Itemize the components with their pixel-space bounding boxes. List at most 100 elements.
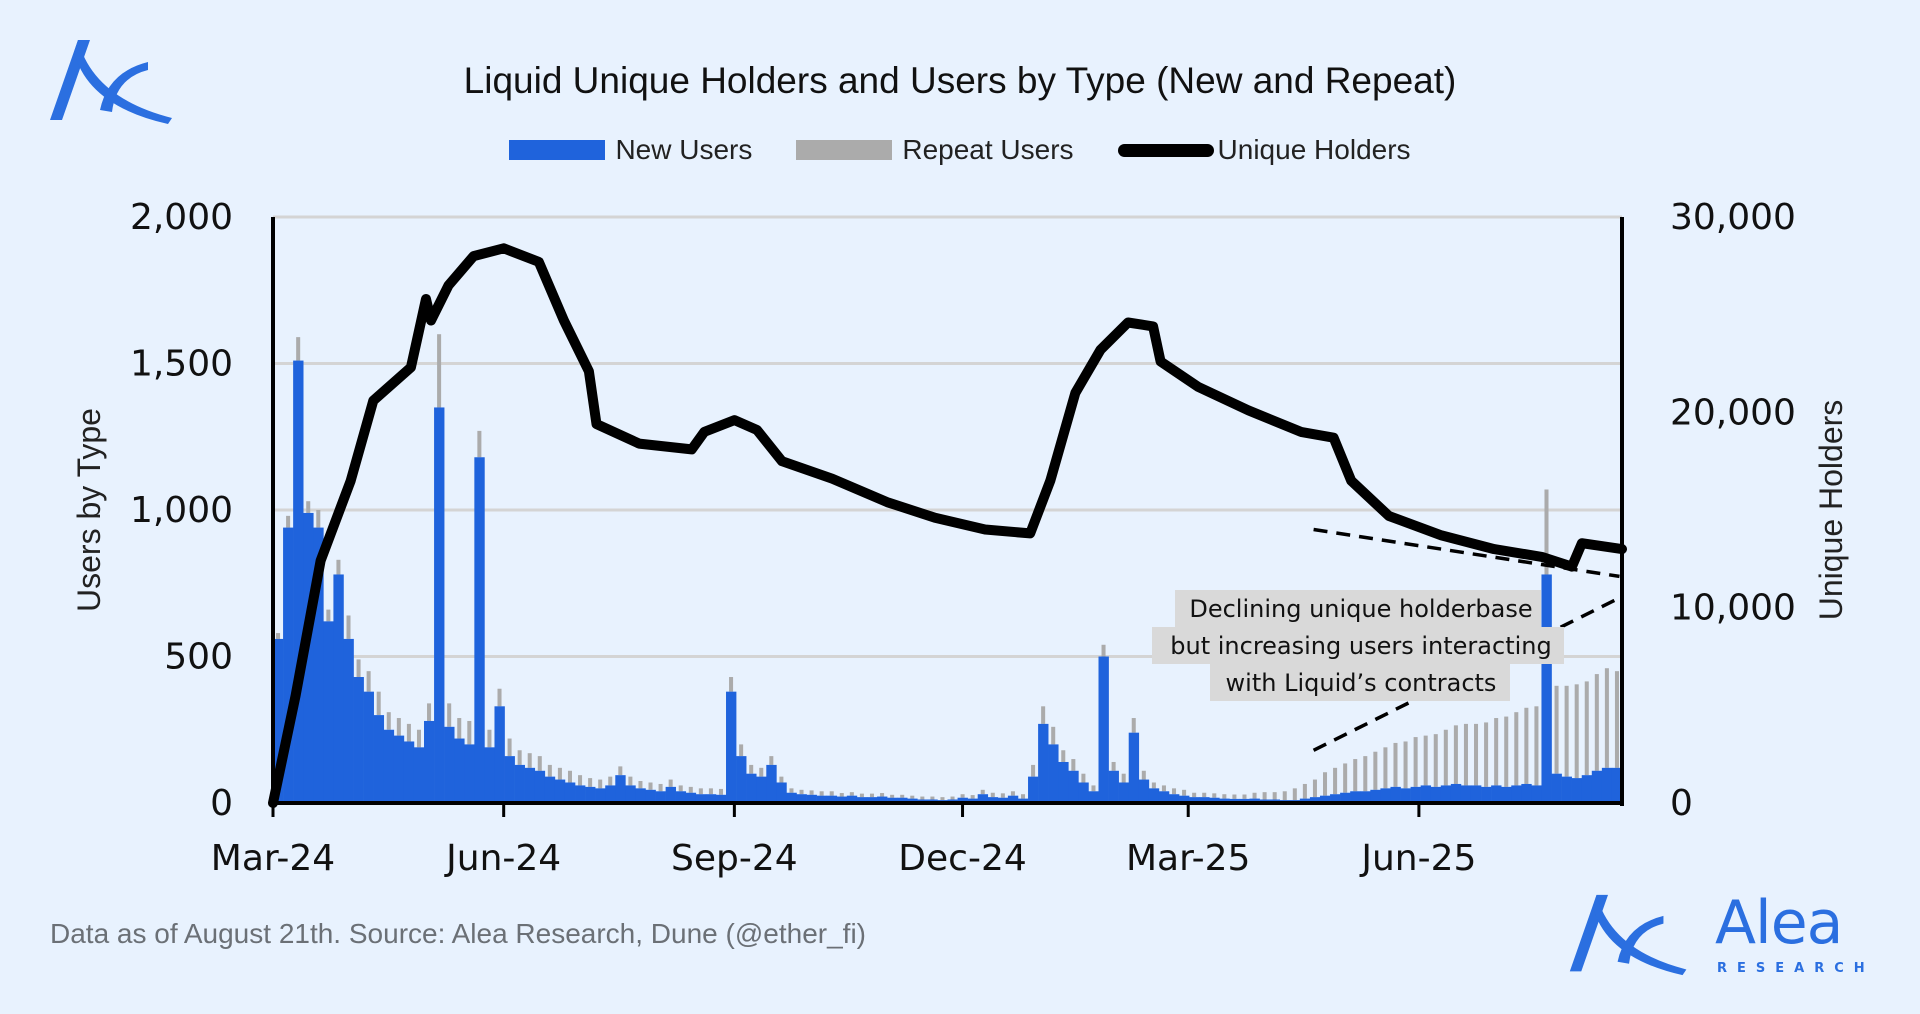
repeat-users-bar <box>1574 684 1579 779</box>
new-users-bar <box>373 715 385 803</box>
repeat-users-bar <box>567 770 572 783</box>
repeat-users-bar <box>588 778 593 787</box>
x-tick-label: Mar-24 <box>211 838 335 879</box>
new-users-bar <box>303 512 314 803</box>
new-users-bar <box>333 574 344 803</box>
repeat-users-bar <box>1031 764 1036 777</box>
repeat-users-bar <box>557 767 562 780</box>
new-users-bar <box>544 776 556 803</box>
x-tick-label: Sep-24 <box>671 838 798 879</box>
repeat-users-bar <box>1564 685 1569 777</box>
legend: New Users Repeat Users Unique Holders <box>0 134 1920 166</box>
new-users-bar <box>877 796 888 803</box>
source-footnote: Data as of August 21th. Source: Alea Res… <box>50 918 866 949</box>
new-users-bar <box>967 798 979 803</box>
repeat-users-bar <box>819 791 824 796</box>
new-users-bar <box>736 756 747 803</box>
axes <box>271 217 1624 817</box>
new-users-bar <box>1501 786 1512 803</box>
new-users-bar <box>897 797 908 803</box>
new-users-bar <box>1521 783 1532 803</box>
repeat-users-bar <box>1463 723 1468 786</box>
new-users-bar <box>665 786 676 803</box>
repeat-users-bar <box>799 789 804 795</box>
new-users-bar <box>1430 786 1442 803</box>
new-users-bar <box>514 764 525 803</box>
new-users-bar <box>393 735 405 803</box>
y-right-tick-label: 0 <box>1670 783 1693 824</box>
new-users-bar <box>1541 574 1552 803</box>
new-users-bar <box>887 797 898 803</box>
y-right-tick-label: 30,000 <box>1670 197 1796 238</box>
new-users-bar <box>1420 785 1432 803</box>
repeat-users-bar <box>487 729 492 748</box>
repeat-users-bar <box>1453 725 1458 784</box>
new-users-bar <box>695 794 707 803</box>
legend-label: New Users <box>615 134 753 165</box>
repeat-users-bar <box>286 515 291 528</box>
new-users-bar <box>403 741 415 803</box>
repeat-users-bar <box>1141 770 1146 780</box>
repeat-users-bar <box>960 794 965 798</box>
new-users-bar <box>1360 791 1371 803</box>
repeat-users-bar <box>1101 644 1106 657</box>
new-users-bar <box>1309 797 1321 803</box>
holders-line-group <box>268 243 1627 808</box>
brand-name: Alea <box>1715 888 1843 958</box>
y-left-tick-label: 0 <box>210 783 233 824</box>
repeat-users-bar <box>366 671 371 692</box>
repeat-users-bar <box>789 788 794 793</box>
repeat-users-bar <box>1433 734 1438 787</box>
new-users-bar <box>585 786 596 803</box>
repeat-users-bar <box>467 720 472 745</box>
new-users-bar <box>605 785 616 803</box>
new-users-bar <box>856 797 868 803</box>
repeat-users-bar <box>708 788 713 795</box>
annotation-text: but increasing users interacting <box>1170 632 1551 660</box>
repeat-users-bar <box>1131 718 1136 733</box>
legend-swatch-unique-holders <box>1117 143 1214 157</box>
new-users-bar <box>1148 788 1160 803</box>
annotation-box <box>1210 664 1510 701</box>
new-users-bar <box>1551 773 1562 803</box>
new-users-bar <box>1068 770 1079 803</box>
repeat-users-bar <box>1171 788 1177 795</box>
repeat-users-bar <box>1302 783 1307 799</box>
repeat-users-bar <box>608 776 613 786</box>
repeat-users-bar <box>1403 741 1408 789</box>
repeat-users-bar <box>980 789 985 795</box>
alea-logo-bottom <box>1565 893 1695 984</box>
repeat-users-bar <box>839 793 844 797</box>
new-users-bar <box>1219 798 1230 803</box>
new-users-bar <box>1108 770 1119 803</box>
repeat-users-bar <box>296 337 301 361</box>
new-users-bar <box>1048 744 1059 803</box>
new-users-bar <box>1611 767 1623 803</box>
repeat-users-bar <box>356 659 361 678</box>
new-users-bar <box>504 756 515 803</box>
new-users-bar <box>383 729 395 803</box>
new-users-bar <box>746 773 757 803</box>
holders-trend-line <box>1313 527 1620 579</box>
new-users-bar <box>1078 782 1089 803</box>
new-users-bar <box>575 785 586 803</box>
repeat-users-bar <box>1071 759 1076 771</box>
repeat-users-bar <box>1020 794 1026 799</box>
repeat-users-bar <box>779 776 784 783</box>
repeat-users-bar <box>809 790 814 795</box>
new-users-bar <box>705 794 717 803</box>
new-users-bar <box>615 775 626 803</box>
new-users-bar <box>1511 785 1522 803</box>
new-users-bar <box>413 747 425 803</box>
repeat-users-bar <box>869 793 875 798</box>
repeat-users-bar <box>1111 761 1116 771</box>
repeat-users-bar <box>427 703 432 721</box>
new-users-bar <box>1209 797 1220 803</box>
new-users-bar <box>534 770 546 803</box>
repeat-users-bar <box>729 677 734 692</box>
new-users-bar <box>1319 795 1331 803</box>
repeat-users-bar <box>1182 789 1187 796</box>
repeat-users-bar <box>1151 782 1156 789</box>
repeat-users-bar <box>1494 718 1499 786</box>
repeat-users-bar <box>1584 681 1589 776</box>
